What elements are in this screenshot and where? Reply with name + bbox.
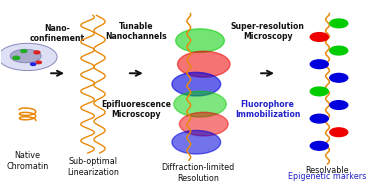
- Ellipse shape: [0, 43, 57, 70]
- Text: Native
Chromatin: Native Chromatin: [6, 151, 49, 171]
- Ellipse shape: [10, 49, 41, 63]
- Text: Epifluorescence
Microscopy: Epifluorescence Microscopy: [101, 100, 171, 119]
- Circle shape: [310, 114, 328, 123]
- Circle shape: [310, 142, 328, 150]
- Circle shape: [330, 73, 348, 82]
- Circle shape: [21, 50, 27, 53]
- Circle shape: [310, 87, 328, 96]
- Ellipse shape: [174, 91, 226, 117]
- Text: Resolvable: Resolvable: [306, 166, 349, 175]
- Text: Fluorophore
Immobilization: Fluorophore Immobilization: [235, 100, 300, 119]
- Text: Tunable
Nanochannels: Tunable Nanochannels: [105, 22, 167, 41]
- Circle shape: [13, 56, 20, 60]
- Circle shape: [36, 61, 42, 64]
- Circle shape: [330, 101, 348, 109]
- Circle shape: [34, 51, 40, 54]
- Ellipse shape: [178, 51, 230, 77]
- Text: Epigenetic markers: Epigenetic markers: [288, 172, 367, 181]
- Ellipse shape: [180, 112, 228, 136]
- Circle shape: [330, 128, 348, 137]
- Text: Diffraction-limited
Resolution: Diffraction-limited Resolution: [161, 163, 235, 183]
- Circle shape: [310, 60, 328, 69]
- Text: Sub-optimal
Linearization: Sub-optimal Linearization: [67, 157, 119, 177]
- Circle shape: [330, 46, 348, 55]
- Circle shape: [31, 63, 36, 65]
- Ellipse shape: [176, 29, 225, 52]
- Ellipse shape: [172, 130, 221, 154]
- Text: Super-resolution
Microscopy: Super-resolution Microscopy: [231, 22, 304, 41]
- Circle shape: [330, 19, 348, 28]
- Text: Nano-
confinement: Nano- confinement: [30, 24, 85, 43]
- Ellipse shape: [172, 72, 221, 96]
- Circle shape: [310, 33, 328, 41]
